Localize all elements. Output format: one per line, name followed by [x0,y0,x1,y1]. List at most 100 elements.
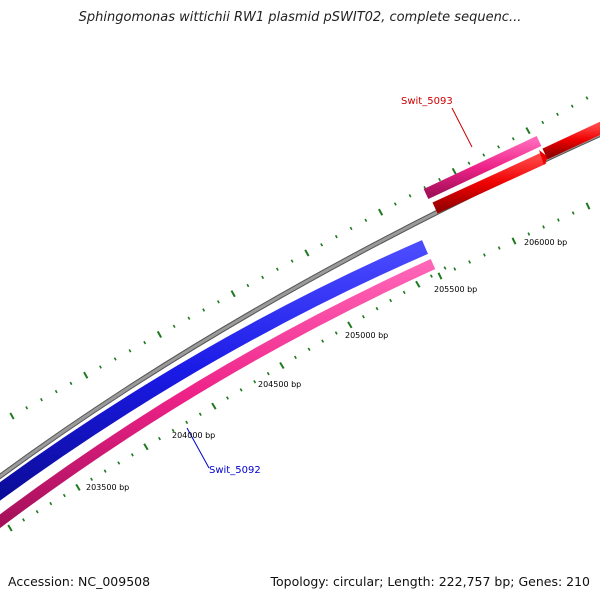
outer-tick [378,208,384,216]
outer-tick [585,96,589,100]
bottom-tick [143,443,149,451]
bottom-tick [253,380,257,384]
bottom-tick [279,361,285,370]
outer-tick [275,267,279,271]
scale-label-204000: 204000 bp [172,431,215,440]
outer-tick [393,202,397,206]
outer-tick [9,412,15,420]
bottom-tick [375,306,379,311]
scale-label-205500: 205500 bp [434,285,477,294]
outer-tick [525,127,531,135]
bottom-tick [266,371,270,376]
gene-pink-track[interactable] [0,258,436,529]
outer-tick [364,218,368,223]
gene-blue-track[interactable] [0,240,428,501]
bottom-tick [347,321,353,329]
outer-tick [556,112,559,117]
scale-label-204500: 204500 bp [258,380,301,389]
outer-tick [54,389,58,394]
bottom-tick [22,518,26,522]
scale-label-205000: 205000 bp [345,331,388,340]
inner-tick [585,202,591,210]
outer-tick [482,153,486,157]
gene-label-swit5092[interactable]: Swit_5092 [209,465,261,476]
bottom-tick [49,501,53,506]
outer-tick [69,381,73,386]
outer-tick [304,249,310,257]
outer-tick [99,365,102,369]
bottom-tick [226,396,229,400]
outer-tick [128,349,132,353]
bottom-tick [429,274,433,278]
accession-text: Accession: NC_009508 [8,574,151,589]
summary-text: Topology: circular; Length: 222,757 bp; … [270,574,591,589]
bottom-tick [389,298,393,303]
bottom-tick [415,280,421,288]
outer-tick [172,324,176,329]
outer-tick [541,120,545,125]
outer-tick [408,194,412,198]
inner-tick [571,211,575,215]
outer-tick [497,145,500,149]
map-title: Sphingomonas wittichii RW1 plasmid pSWIT… [78,10,522,25]
bottom-tick [90,477,94,481]
outer-tick [83,371,89,379]
inner-tick [527,232,531,236]
outer-tick [451,167,457,175]
bottom-tick [103,469,107,473]
bottom-tick [158,436,161,441]
bottom-tick [171,428,175,433]
bottom-tick [7,524,13,532]
bottom-tick [62,493,66,498]
bottom-tick [198,412,202,416]
bottom-tick [334,331,338,335]
swit5093-leader [451,107,473,148]
bottom-tick [185,420,189,425]
scale-label-203500: 203500 bp [86,483,129,492]
outer-tick [290,259,294,263]
gene-pink-upper[interactable] [423,136,542,199]
swit5092-leader [186,427,210,469]
inner-tick [542,225,545,229]
bottom-tick [294,355,297,360]
outer-tick [25,406,29,410]
outer-tick [156,330,163,339]
outer-tick [246,283,250,288]
outer-tick-row [9,96,589,420]
inner-tick [483,253,486,257]
inner-tick-row [437,202,591,280]
outer-tick [230,290,236,298]
gene-label-swit5093[interactable]: Swit_5093 [401,96,453,107]
outer-tick [320,243,324,247]
outer-tick [467,161,471,165]
inner-tick [468,260,471,264]
outer-tick [334,234,338,239]
outer-tick [261,275,265,280]
gene-red-right[interactable] [542,121,600,160]
bottom-tick [239,388,243,392]
outer-tick [511,137,515,141]
inner-tick [497,246,501,250]
outer-tick [187,316,191,320]
bottom-tick [35,510,39,514]
inner-tick [453,267,457,271]
gene-red-arrow-joint [539,150,548,165]
bottom-tick [130,453,134,457]
outer-tick [349,226,353,231]
outer-tick [202,308,206,312]
bottom-tick [361,315,365,319]
outer-tick [438,177,441,182]
bottom-tick-row [7,266,447,532]
gene-red-left[interactable] [432,152,547,214]
bottom-tick [402,290,406,295]
bottom-tick [117,461,121,465]
scale-label-206000: 206000 bp [524,238,567,247]
bottom-tick [75,483,81,491]
outer-tick [570,104,574,108]
bottom-tick [443,266,447,270]
bottom-tick [307,347,311,351]
outer-tick [113,357,117,361]
outer-tick [216,300,220,304]
outer-tick [143,340,147,345]
